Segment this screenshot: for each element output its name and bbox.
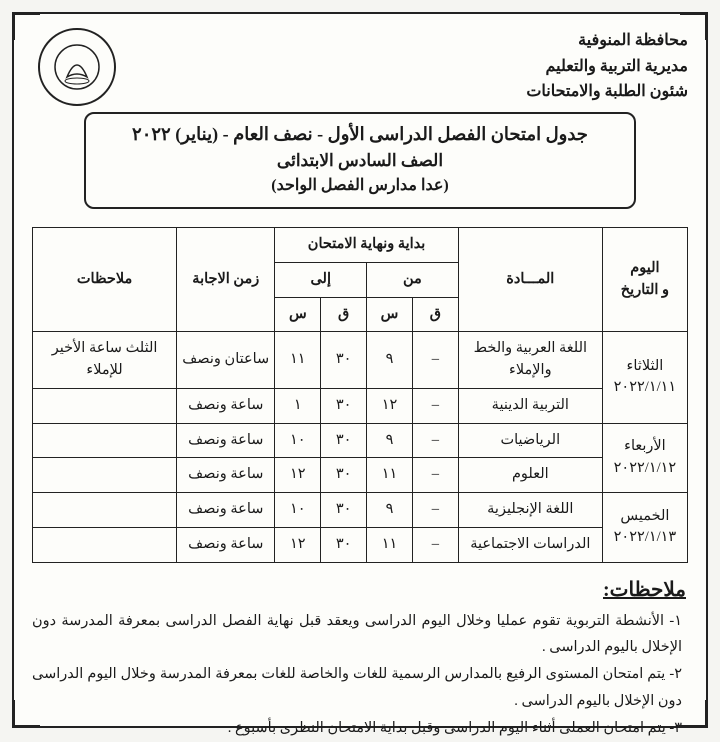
cell-date: الخميس٢٠٢٢/١/١٣ bbox=[602, 493, 687, 563]
cell-to-q: ٣٠ bbox=[321, 332, 367, 389]
cell-to-s: ١١ bbox=[275, 332, 321, 389]
cell-duration: ساعة ونصف bbox=[177, 493, 275, 528]
notes-list: ١- الأنشطة التربوية تقوم عمليا وخلال الي… bbox=[32, 608, 688, 742]
cell-to-s: ١٠ bbox=[275, 423, 321, 458]
title-box: جدول امتحان الفصل الدراسى الأول - نصف ال… bbox=[84, 112, 635, 209]
title-except: (عدا مدارس الفصل الواحد) bbox=[94, 175, 625, 195]
cell-note bbox=[33, 458, 177, 493]
th-subject: المـــادة bbox=[458, 228, 602, 332]
th-to-q: ق bbox=[321, 297, 367, 332]
cell-from-s: ١٢ bbox=[367, 388, 413, 423]
cell-duration: ساعة ونصف bbox=[177, 458, 275, 493]
cell-duration: ساعة ونصف bbox=[177, 388, 275, 423]
cell-date: الأربعاء٢٠٢٢/١/١٢ bbox=[602, 423, 687, 493]
cell-subject: اللغة الإنجليزية bbox=[458, 493, 602, 528]
cell-from-q: – bbox=[412, 458, 458, 493]
title-grade: الصف السادس الابتدائى bbox=[94, 151, 625, 171]
table-body: الثلاثاء٢٠٢٢/١/١١اللغة العربية والخط وال… bbox=[33, 332, 688, 562]
note-item: ٢- يتم امتحان المستوى الرفيع بالمدارس ال… bbox=[32, 661, 682, 715]
cell-from-s: ١١ bbox=[367, 458, 413, 493]
table-row: الأربعاء٢٠٢٢/١/١٢الرياضيات–٩٣٠١٠ساعة ونص… bbox=[33, 423, 688, 458]
logo-icon bbox=[53, 43, 101, 91]
th-date: اليومو التاريخ bbox=[602, 228, 687, 332]
cell-subject: العلوم bbox=[458, 458, 602, 493]
th-from-q: ق bbox=[412, 297, 458, 332]
cell-subject: التربية الدينية bbox=[458, 388, 602, 423]
cell-note: الثلث ساعة الأخير للإملاء bbox=[33, 332, 177, 389]
cell-from-q: – bbox=[412, 423, 458, 458]
cell-to-s: ١ bbox=[275, 388, 321, 423]
cell-from-q: – bbox=[412, 527, 458, 562]
cell-to-q: ٣٠ bbox=[321, 458, 367, 493]
cell-duration: ساعة ونصف bbox=[177, 527, 275, 562]
th-duration: زمن الاجابة bbox=[177, 228, 275, 332]
exam-schedule-table: اليومو التاريخ المـــادة بداية ونهاية ال… bbox=[32, 227, 688, 563]
header-row: محافظة المنوفية مديرية التربية والتعليم … bbox=[32, 28, 688, 106]
cell-to-s: ١٢ bbox=[275, 458, 321, 493]
org-line-1: محافظة المنوفية bbox=[526, 28, 688, 54]
cell-to-q: ٣٠ bbox=[321, 423, 367, 458]
cell-subject: الرياضيات bbox=[458, 423, 602, 458]
document-page: محافظة المنوفية مديرية التربية والتعليم … bbox=[12, 12, 708, 728]
cell-note bbox=[33, 493, 177, 528]
table-row: الدراسات الاجتماعية–١١٣٠١٢ساعة ونصف bbox=[33, 527, 688, 562]
table-row: الخميس٢٠٢٢/١/١٣اللغة الإنجليزية–٩٣٠١٠ساع… bbox=[33, 493, 688, 528]
cell-to-q: ٣٠ bbox=[321, 388, 367, 423]
th-to-s: س bbox=[275, 297, 321, 332]
organization-block: محافظة المنوفية مديرية التربية والتعليم … bbox=[526, 28, 688, 105]
cell-to-q: ٣٠ bbox=[321, 527, 367, 562]
notes-heading: ملاحظات: bbox=[34, 577, 686, 602]
table-row: التربية الدينية–١٢٣٠١ساعة ونصف bbox=[33, 388, 688, 423]
th-notes: ملاحظات bbox=[33, 228, 177, 332]
table-row: العلوم–١١٣٠١٢ساعة ونصف bbox=[33, 458, 688, 493]
cell-to-s: ١٠ bbox=[275, 493, 321, 528]
th-from-s: س bbox=[367, 297, 413, 332]
cell-to-q: ٣٠ bbox=[321, 493, 367, 528]
cell-subject: اللغة العربية والخط والإملاء bbox=[458, 332, 602, 389]
cell-note bbox=[33, 388, 177, 423]
cell-from-s: ١١ bbox=[367, 527, 413, 562]
title-main: جدول امتحان الفصل الدراسى الأول - نصف ال… bbox=[94, 124, 625, 145]
cell-date: الثلاثاء٢٠٢٢/١/١١ bbox=[602, 332, 687, 423]
th-timing: بداية ونهاية الامتحان bbox=[275, 228, 458, 263]
note-item: ٣- يتم امتحان العملى أثناء اليوم الدراسى… bbox=[32, 715, 682, 742]
org-line-2: مديرية التربية والتعليم bbox=[526, 54, 688, 80]
note-item: ١- الأنشطة التربوية تقوم عمليا وخلال الي… bbox=[32, 608, 682, 662]
th-to: إلى bbox=[275, 262, 367, 297]
cell-note bbox=[33, 423, 177, 458]
th-from: من bbox=[367, 262, 459, 297]
cell-from-q: – bbox=[412, 332, 458, 389]
cell-to-s: ١٢ bbox=[275, 527, 321, 562]
cell-from-s: ٩ bbox=[367, 493, 413, 528]
governorate-logo bbox=[38, 28, 116, 106]
cell-from-q: – bbox=[412, 493, 458, 528]
cell-subject: الدراسات الاجتماعية bbox=[458, 527, 602, 562]
org-line-3: شئون الطلبة والامتحانات bbox=[526, 79, 688, 105]
cell-from-s: ٩ bbox=[367, 423, 413, 458]
table-row: الثلاثاء٢٠٢٢/١/١١اللغة العربية والخط وال… bbox=[33, 332, 688, 389]
cell-from-q: – bbox=[412, 388, 458, 423]
cell-duration: ساعة ونصف bbox=[177, 423, 275, 458]
cell-from-s: ٩ bbox=[367, 332, 413, 389]
cell-duration: ساعتان ونصف bbox=[177, 332, 275, 389]
table-header: اليومو التاريخ المـــادة بداية ونهاية ال… bbox=[33, 228, 688, 332]
cell-note bbox=[33, 527, 177, 562]
